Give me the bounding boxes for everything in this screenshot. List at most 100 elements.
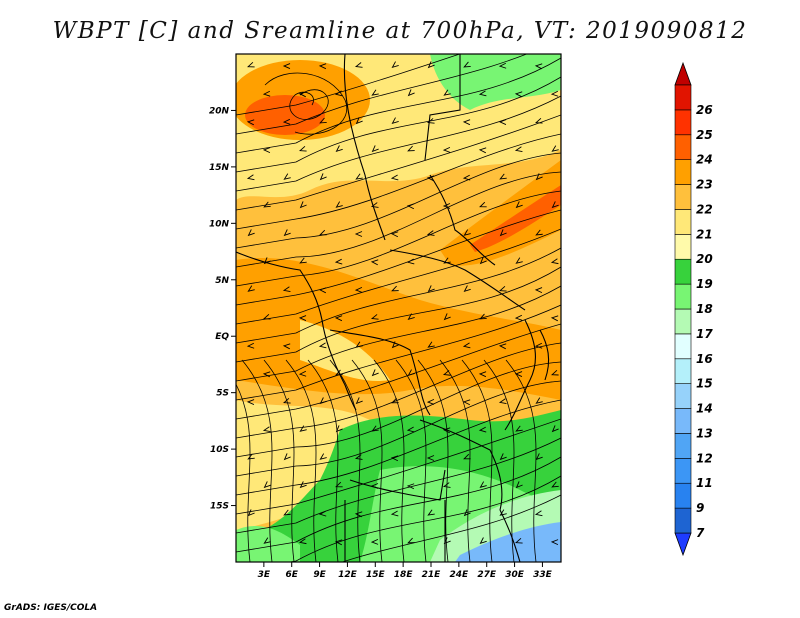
colorbar-label: 22 (696, 202, 713, 216)
streamline-arrow (282, 63, 291, 69)
streamline-arrow (443, 313, 451, 321)
lat-tick-label: 5S (216, 389, 229, 399)
colorbar-label: 24 (696, 153, 713, 167)
streamline-arrow (515, 481, 523, 489)
streamline-arrow (551, 145, 559, 152)
wbpt-field-hot-nw (245, 95, 325, 135)
streamline (236, 209, 561, 306)
streamline-arrow (515, 201, 523, 209)
streamline-arrow (498, 343, 507, 350)
streamline (236, 418, 561, 515)
streamline-arrow (354, 454, 363, 460)
streamline-arrow (463, 453, 471, 460)
streamline-arrow (442, 370, 451, 376)
streamline (236, 323, 561, 420)
colorbar-tip-low (674, 532, 692, 557)
streamline-arrow (534, 510, 543, 517)
streamline (351, 359, 383, 562)
streamline (329, 359, 361, 562)
streamline-arrow (498, 119, 507, 126)
streamline-arrow (263, 201, 271, 208)
streamline-arrow (551, 481, 559, 488)
colorbar-swatch (674, 283, 692, 310)
streamline-arrow (370, 202, 379, 208)
streamline-arrow (407, 537, 415, 544)
streamline-arrow (499, 453, 507, 461)
streamline-arrow (334, 258, 343, 265)
streamline-arrow (319, 173, 327, 181)
streamline-arrow (299, 145, 307, 152)
streamline-arrow (534, 287, 543, 294)
country-borders (236, 54, 550, 562)
longitude-axis: 3E 6E 9E 12E 15E 18E 21E 24E 27E 30E 33E (258, 562, 553, 580)
streamline-arrow (426, 118, 435, 124)
streamline-arrow (371, 369, 379, 377)
colorbar-label: 19 (696, 277, 713, 291)
lon-tick-label: 33E (533, 570, 553, 580)
streamline-arrow (406, 483, 415, 490)
streamline-arrow (246, 174, 255, 181)
streamline (307, 359, 339, 562)
streamline-arrow (443, 257, 451, 264)
streamline-arrow (298, 315, 307, 321)
colorbar-label: 20 (696, 252, 713, 266)
streamline-arrow (534, 63, 543, 70)
streamline (236, 57, 561, 154)
streamline (417, 359, 449, 562)
streamline-arrow (370, 538, 379, 545)
colorbar-swatch (674, 184, 692, 210)
colorbar-swatch (674, 209, 692, 235)
lat-tick-label: 20N (209, 106, 230, 116)
colorbar-label: 15 (696, 377, 713, 391)
streamline-arrow (550, 315, 559, 322)
streamline-arrow (371, 89, 379, 96)
streamline-arrow (354, 62, 363, 68)
streamline-arrow (355, 173, 363, 180)
streamline-arrow (335, 201, 343, 208)
streamline-arrow (499, 229, 507, 237)
streamline (287, 475, 561, 562)
streamline-arrow (390, 174, 399, 181)
streamline-arrow (283, 173, 291, 180)
colorbar-swatch (674, 234, 692, 260)
streamline-arrow (479, 313, 487, 320)
streamline-arrow (391, 61, 399, 68)
streamline-arrow (427, 509, 435, 516)
streamline-arrow (263, 257, 271, 265)
lat-tick-label: 10S (210, 445, 229, 455)
streamline-arrow (550, 539, 559, 546)
streamline-arrow (427, 341, 435, 348)
streamline (341, 494, 561, 562)
streamline-arrow (514, 91, 523, 98)
streamline-arrow (442, 482, 451, 488)
streamline (236, 76, 561, 173)
streamline-arrow (262, 90, 271, 97)
lon-tick-label: 15E (366, 570, 386, 580)
credit-text: GrADS: IGES/COLA (4, 603, 98, 613)
streamline-arrow (550, 90, 559, 97)
colorbar-swatch (674, 408, 692, 434)
streamline-arrow (535, 173, 543, 181)
streamline-arrow (335, 425, 343, 433)
streamline-arrow (299, 481, 307, 489)
colorbar-swatch (674, 159, 692, 185)
streamline (263, 359, 295, 562)
streamline-arrow (534, 342, 543, 349)
lat-tick-label: EQ (215, 332, 229, 342)
latitude-axis: 20N 15N 10N 5N EQ 5S 10S 15S (209, 106, 236, 512)
lon-tick-label: 3E (258, 570, 271, 580)
streamline-arrow (354, 511, 363, 518)
streamline-arrow (318, 342, 327, 349)
streamline-arrow (283, 453, 291, 461)
colorbar-swatch (674, 258, 692, 285)
colorbar-tip-high (674, 61, 692, 86)
map-title: WBPT [C] and Sreamline at 700hPa, VT: 20… (52, 18, 748, 44)
streamline-arrow (407, 145, 415, 152)
colorbar-swatch (674, 308, 692, 335)
streamline-arrow (334, 539, 343, 546)
streamline-arrow (262, 147, 271, 154)
streamline-arrow (426, 455, 435, 461)
streamline-arrow (478, 147, 487, 154)
streamline-arrow (282, 118, 291, 125)
